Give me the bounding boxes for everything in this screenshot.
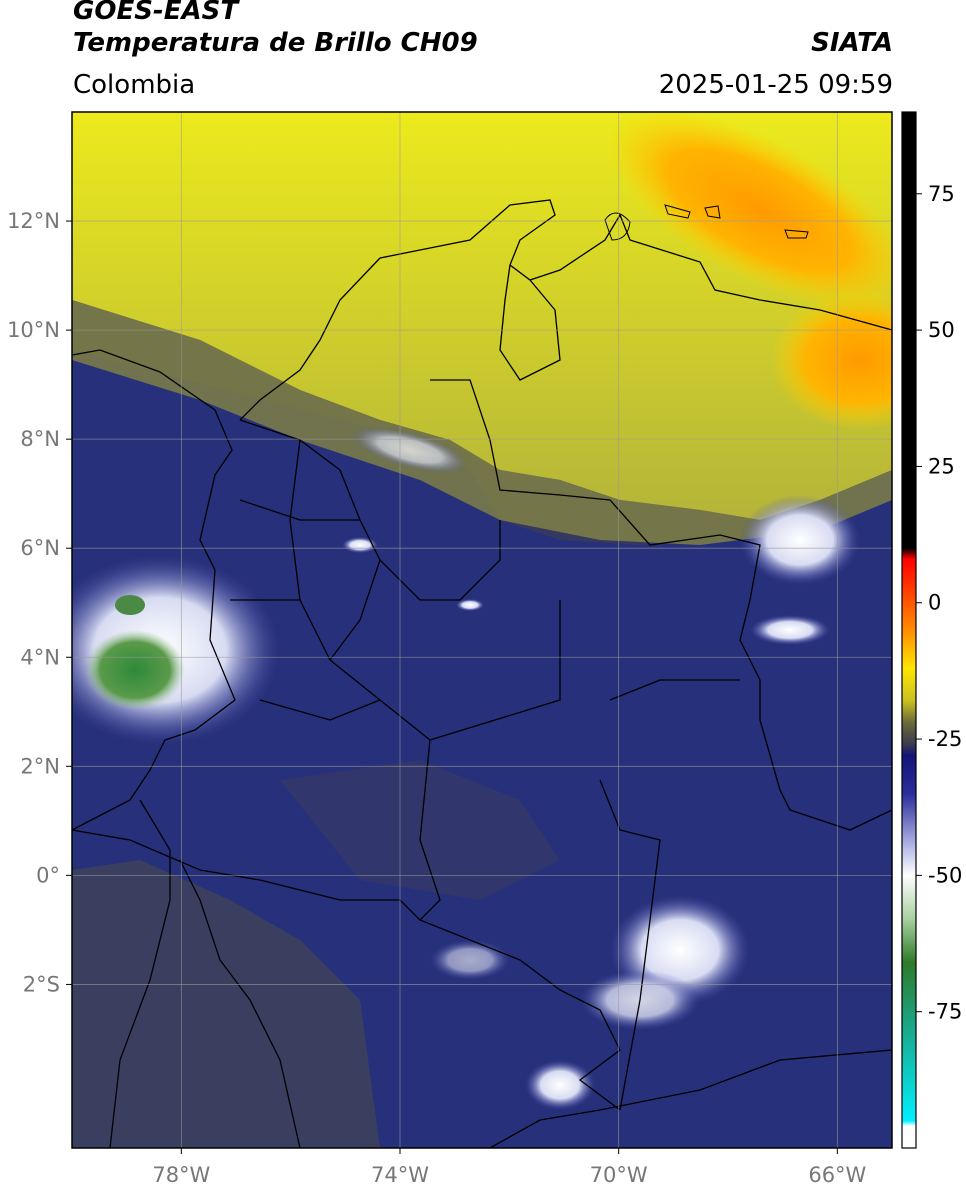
latitude-axis: 12°N 10°N 8°N 6°N 4°N 2°N 0° 2°S: [7, 209, 72, 996]
convective-cloud-east: [740, 495, 860, 585]
gridlines: [72, 112, 892, 1148]
agency-label: SIATA: [811, 28, 893, 58]
map-frame: [71, 111, 893, 1149]
colorbar-tick-label: 0: [928, 591, 941, 615]
colorbar-tick-label: 75: [928, 182, 955, 206]
lat-tick-label: 2°N: [20, 754, 60, 778]
colorbar-tick-label: -25: [928, 727, 962, 751]
colorbar-tick-label: 25: [928, 454, 955, 478]
lon-tick-label: 66°W: [808, 1163, 866, 1187]
longitude-axis: 78°W 74°W 70°W 66°W: [152, 1148, 867, 1187]
lat-tick-label: 10°N: [7, 318, 60, 342]
lon-tick-label: 78°W: [152, 1163, 210, 1187]
colorbar-tick-label: -50: [928, 863, 962, 887]
lat-tick-label: 12°N: [7, 209, 60, 233]
lon-tick-label: 74°W: [371, 1163, 429, 1187]
lat-tick-label: 2°S: [23, 972, 60, 996]
deep-convection-core: [85, 630, 185, 710]
lat-tick-label: 8°N: [20, 427, 60, 451]
colorbar-axis: 75 50 25 0 -25 -50 -75: [916, 182, 962, 1024]
colorbar: [902, 112, 916, 1148]
timestamp-label: 2025-01-25 09:59: [658, 70, 893, 100]
region-label: Colombia: [73, 70, 196, 100]
satellite-title: GOES-EAST: [73, 0, 239, 26]
colorbar-tick-label: 50: [928, 318, 955, 342]
lon-tick-label: 70°W: [590, 1163, 648, 1187]
colorbar-tick-label: -75: [928, 1000, 962, 1024]
lat-tick-label: 6°N: [20, 536, 60, 560]
satellite-imagery: [72, 112, 892, 1148]
lat-tick-label: 0°: [36, 863, 60, 887]
product-title: Temperatura de Brillo CH09: [73, 28, 478, 58]
islands: [604, 204, 809, 241]
colorbar-frame: [901, 111, 917, 1149]
lat-tick-label: 4°N: [20, 645, 60, 669]
borders: [72, 199, 892, 1148]
